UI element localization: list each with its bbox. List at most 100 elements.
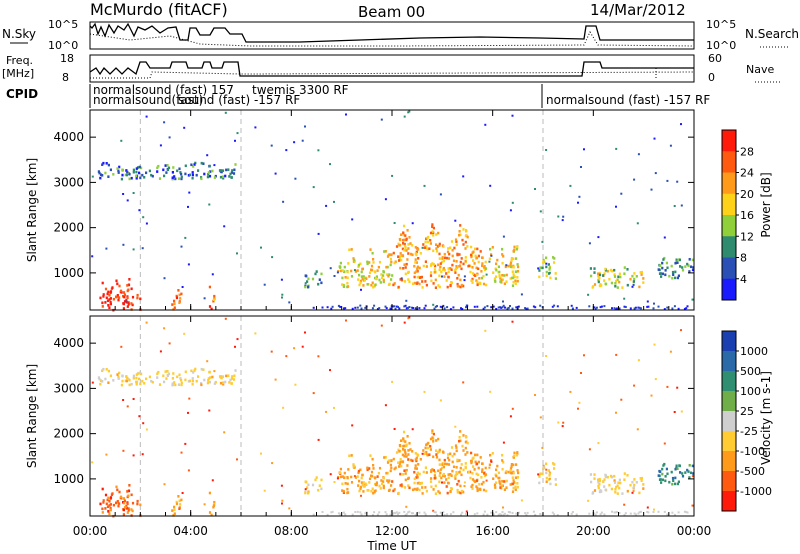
echo-cell: [548, 268, 551, 271]
echo-cell: [633, 272, 636, 275]
echo-cell: [455, 240, 458, 243]
echo-cell: [122, 513, 125, 516]
echo-cell: [470, 255, 473, 259]
echo-cell: [341, 276, 344, 280]
echo-cell: [498, 275, 501, 278]
echo-cell: [106, 505, 110, 508]
echo-cell: [512, 471, 515, 475]
power-colorbar-swatch: [722, 236, 736, 258]
echo-cell: [307, 491, 310, 495]
echo-cell: [425, 283, 428, 287]
echo-cell: [207, 171, 210, 174]
echo-cell: [437, 231, 440, 235]
echo-cell: [512, 257, 515, 261]
echo-cell: [401, 278, 404, 282]
echo-cell: [156, 170, 159, 173]
echo-cell: [482, 274, 485, 278]
noise-point: [120, 345, 123, 348]
noise-point: [223, 225, 226, 228]
echo-cell: [206, 381, 209, 385]
echo-cell: [632, 280, 635, 283]
echo-cell: [499, 277, 502, 280]
noise-point: [561, 219, 564, 222]
velocity-colorbar-swatch: [722, 391, 736, 412]
echo-cell: [434, 470, 437, 474]
echo-cell: [516, 451, 519, 454]
echo-cell: [135, 167, 138, 170]
power-scatter: [91, 110, 695, 312]
nave-label: Nave: [746, 63, 774, 76]
echo-cell: [416, 265, 419, 269]
echo-cell: [471, 272, 475, 275]
echo-cell: [447, 257, 451, 260]
echo-cell: [392, 489, 395, 493]
echo-cell: [466, 451, 469, 454]
echo-cell: [208, 491, 211, 495]
echo-cell: [305, 480, 308, 484]
echo-cell: [421, 286, 424, 289]
xtick-label: 20:00: [576, 524, 611, 538]
echo-cell: [451, 263, 454, 267]
echo-cell: [370, 268, 373, 272]
ground-scatter-point: [553, 304, 556, 307]
echo-cell: [397, 242, 400, 246]
echo-cell: [346, 270, 349, 274]
echo-cell: [178, 499, 181, 503]
echo-cell: [618, 486, 621, 490]
echo-cell: [358, 273, 361, 277]
echo-cell: [101, 507, 104, 511]
noise-point: [132, 454, 135, 457]
noise-point: [203, 503, 206, 506]
echo-cell: [449, 473, 452, 476]
echo-cell: [483, 472, 486, 475]
echo-cell: [478, 277, 481, 280]
echo-cell: [233, 168, 236, 172]
noise-point: [384, 404, 387, 407]
echo-cell: [109, 300, 112, 304]
echo-cell: [496, 464, 499, 468]
noise-point: [509, 415, 512, 418]
echo-cell: [224, 380, 227, 384]
echo-cell: [440, 476, 443, 480]
echo-cell: [510, 465, 513, 468]
ground-scatter-point: [460, 307, 462, 310]
echo-cell: [623, 266, 626, 269]
echo-cell: [505, 486, 508, 489]
echo-cell: [670, 470, 673, 474]
echo-cell: [545, 256, 548, 260]
echo-cell: [315, 476, 318, 479]
echo-cell: [678, 464, 681, 468]
ground-scatter-point: [603, 513, 606, 516]
noise-point: [351, 424, 354, 427]
echo-cell: [366, 466, 369, 470]
echo-cell: [413, 281, 416, 285]
echo-cell: [411, 244, 414, 247]
echo-cell: [101, 511, 104, 514]
echo-cell: [545, 274, 548, 277]
echo-cell: [203, 378, 206, 382]
noise-point: [294, 177, 297, 180]
echo-cell: [389, 469, 392, 473]
echo-cell: [404, 452, 407, 455]
echo-cell: [474, 460, 477, 464]
echo-cell: [640, 476, 643, 480]
echo-cell: [191, 173, 194, 177]
echo-cell: [485, 283, 488, 287]
ground-scatter-point: [504, 306, 506, 309]
echo-cell: [391, 274, 394, 277]
noise-point: [463, 481, 466, 484]
noise-point: [583, 354, 585, 357]
echo-cell: [353, 260, 356, 263]
echo-cell: [554, 478, 557, 481]
echo-cell: [341, 475, 344, 478]
noise-point: [663, 236, 666, 239]
nsearch-tick-low: 10^0: [706, 39, 736, 52]
echo-cell: [399, 254, 402, 258]
echo-cell: [112, 379, 115, 382]
ground-scatter-point: [525, 307, 528, 310]
echo-cell: [230, 377, 233, 380]
echo-cell: [658, 272, 662, 275]
echo-cell: [460, 267, 463, 271]
echo-cell: [104, 171, 107, 175]
